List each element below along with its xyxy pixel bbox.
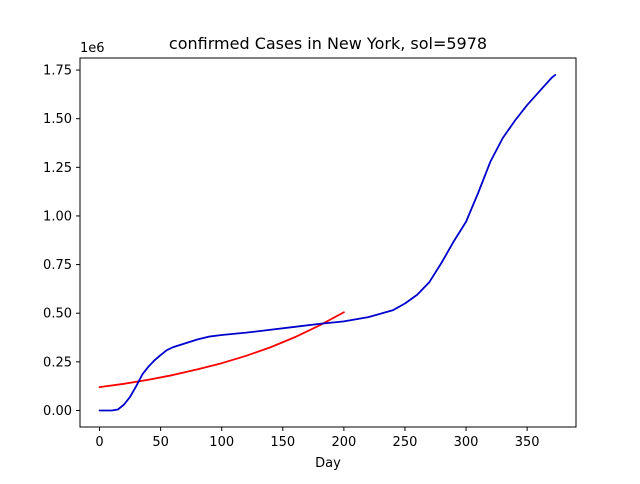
y-axis: 0.00 0.25 0.50 0.75 1.00 1.25 1.50 1.75 xyxy=(43,64,80,419)
x-tick-label: 200 xyxy=(331,435,356,450)
plot-frame xyxy=(79,57,577,428)
x-tick-label: 50 xyxy=(152,435,169,450)
y-tick-label: 0.00 xyxy=(43,404,72,419)
x-axis-title: Day xyxy=(315,456,341,471)
x-tick-label: 250 xyxy=(393,435,418,450)
y-tick-label: 0.25 xyxy=(43,355,72,370)
chart-title: confirmed Cases in New York, sol=5978 xyxy=(169,34,487,53)
y-tick-label: 1.75 xyxy=(43,64,72,79)
y-tick-label: 0.75 xyxy=(43,258,72,273)
y-offset-label: 1e6 xyxy=(80,41,105,56)
y-tick-label: 0.50 xyxy=(43,307,72,322)
y-tick-label: 1.25 xyxy=(43,161,72,176)
x-tick-label: 350 xyxy=(515,435,540,450)
series-line-2 xyxy=(98,74,557,412)
x-tick-label: 100 xyxy=(209,435,234,450)
y-tick-label: 1.00 xyxy=(43,209,72,224)
series-layer xyxy=(98,74,557,412)
x-tick-label: 0 xyxy=(95,435,103,450)
x-tick-label: 300 xyxy=(454,435,479,450)
series-line-1 xyxy=(98,311,345,389)
x-tick-label: 150 xyxy=(270,435,295,450)
x-axis: 0 50 100 150 200 250 300 350 xyxy=(95,427,540,450)
y-tick-label: 1.50 xyxy=(43,112,72,127)
